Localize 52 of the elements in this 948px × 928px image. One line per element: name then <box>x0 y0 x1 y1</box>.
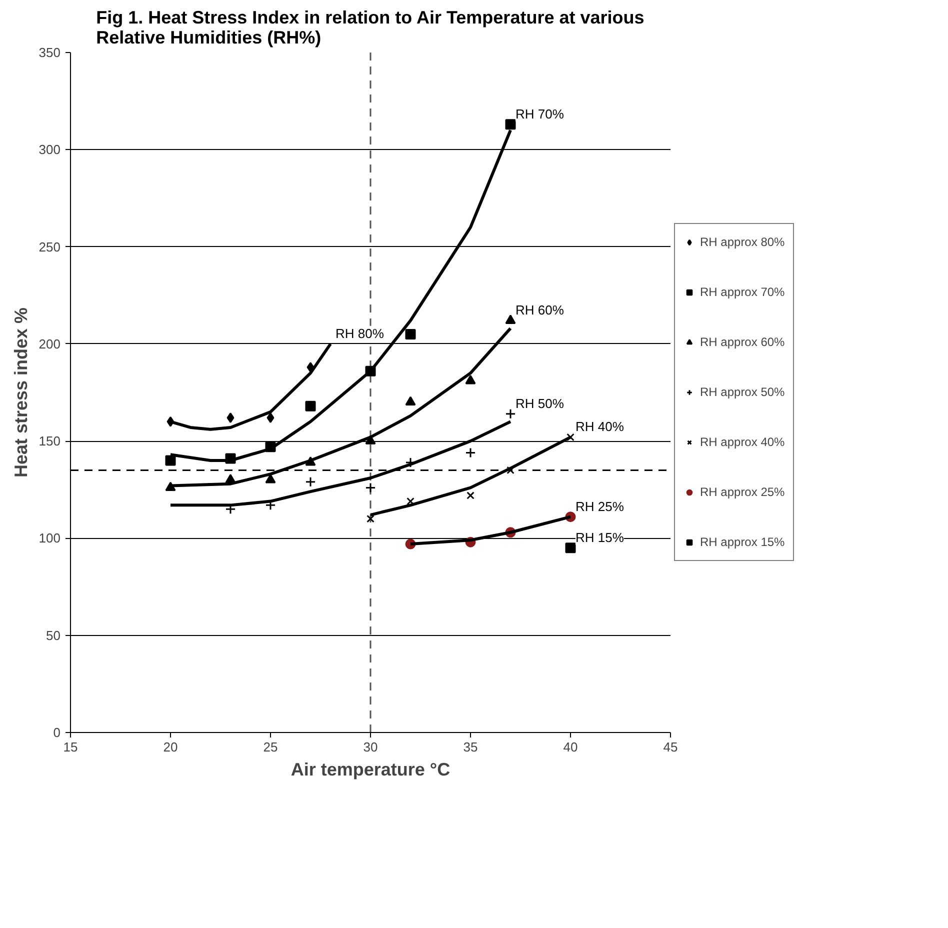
point <box>466 492 474 500</box>
point <box>506 466 514 474</box>
y-tick-label: 150 <box>38 434 61 449</box>
point <box>265 474 276 484</box>
point <box>226 412 234 424</box>
legend-label: RH approx 60% <box>700 335 785 349</box>
x-tick-label: 40 <box>563 740 578 754</box>
annotation: RH 50% <box>516 396 564 411</box>
annotation: RH 40% <box>576 419 624 434</box>
point <box>505 408 516 420</box>
annotation: RH 80% <box>336 326 384 341</box>
x-axis-title: Air temperature °C <box>290 760 450 780</box>
annotation: RH 60% <box>516 302 564 318</box>
y-tick-label: 100 <box>38 530 61 546</box>
point <box>505 314 516 324</box>
point <box>465 374 476 384</box>
y-tick-label: 350 <box>38 45 61 60</box>
x-tick-label: 25 <box>263 740 278 754</box>
point <box>405 396 416 406</box>
point <box>405 328 416 340</box>
y-tick-label: 250 <box>38 239 61 254</box>
point <box>366 514 374 523</box>
legend-label: RH approx 25% <box>700 485 785 499</box>
chart-title: Fig 1. Heat Stress Index in relation to Air Temperature at various Relative Humidities (RH%) <box>96 8 644 48</box>
point <box>406 497 414 506</box>
x-tick-label: 45 <box>663 740 678 754</box>
legend-label: RH approx 40% <box>700 435 785 449</box>
point <box>505 119 516 130</box>
y-tick-label: 50 <box>46 628 61 643</box>
point <box>165 455 176 466</box>
point <box>566 433 574 442</box>
y-tick-label: 200 <box>38 336 61 352</box>
x-tick-label: 30 <box>363 740 378 754</box>
point <box>365 482 376 493</box>
y-tick-label: 300 <box>38 142 61 158</box>
legend-label: RH approx 70% <box>700 285 785 299</box>
legend-label: RH approx 80% <box>700 235 785 249</box>
x-tick-label: 35 <box>463 740 478 754</box>
legend-label: RH approx 50% <box>700 385 785 399</box>
legend-label: RH approx 15% <box>700 535 785 549</box>
point <box>266 412 274 424</box>
annotation: RH 70% <box>516 106 564 122</box>
point <box>565 542 576 554</box>
point <box>465 447 476 458</box>
x-tick-label: 20 <box>163 740 178 754</box>
annotation: RH 25% <box>576 498 624 514</box>
y-tick-label: 0 <box>53 725 61 740</box>
y-axis-title: Heat stress index % <box>10 307 31 478</box>
x-tick-label: 15 <box>63 740 78 754</box>
annotation: RH 15% <box>576 530 624 545</box>
point <box>305 400 316 412</box>
point <box>305 476 316 488</box>
